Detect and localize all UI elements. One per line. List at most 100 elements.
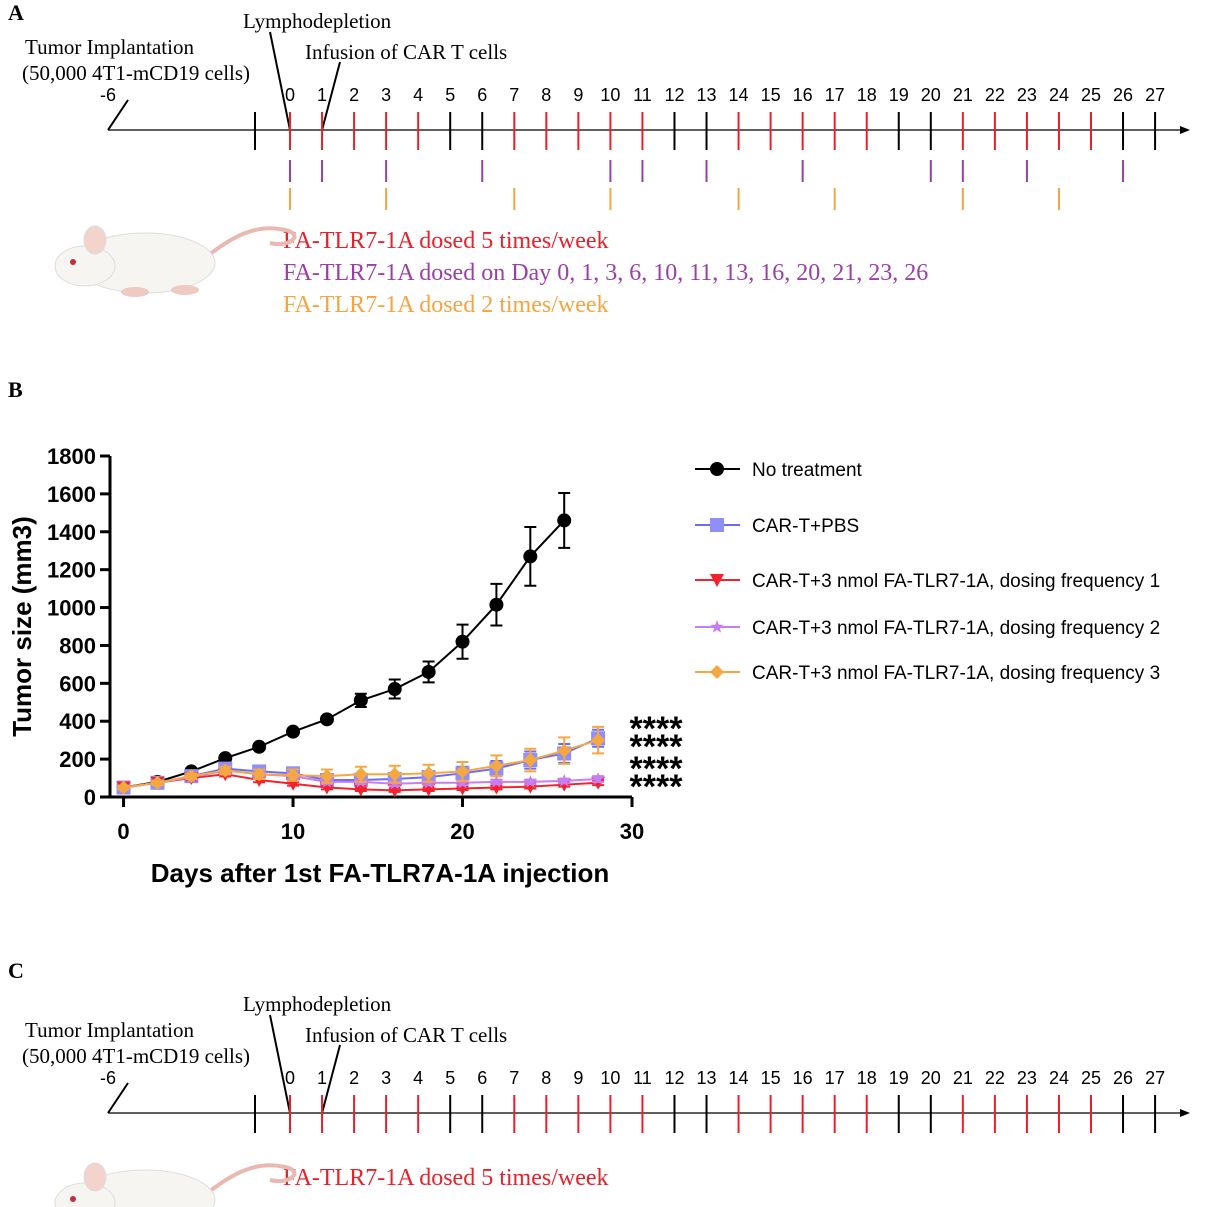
marker (489, 774, 504, 788)
marker (184, 769, 199, 784)
legend-label: FA-TLR7-1A dosed 5 times/week (283, 1165, 609, 1191)
legend-label: FA-TLR7-1A dosed 2 times/week (283, 292, 609, 318)
day-label: 1 (317, 1068, 327, 1088)
day-label: 9 (573, 85, 583, 105)
day-label: 5 (445, 85, 455, 105)
day-label: 27 (1145, 85, 1165, 105)
day-label: 25 (1081, 85, 1101, 105)
legend-label: CAR-T+PBS (752, 516, 859, 537)
marker (591, 733, 606, 748)
pointer (321, 61, 341, 131)
day-label: 8 (541, 1068, 551, 1088)
pointer (269, 31, 291, 131)
annotation: (50,000 4T1-mCD19 cells) (22, 1044, 250, 1068)
annotation: Tumor Implantation (25, 35, 194, 59)
day-label: 18 (857, 1068, 877, 1088)
day-label: 5 (445, 1068, 455, 1088)
marker (455, 775, 470, 789)
significance: **** (630, 768, 684, 806)
y-tick-label: 200 (59, 747, 96, 772)
day-label: 23 (1017, 85, 1037, 105)
annotation: Infusion of CAR T cells (305, 40, 507, 64)
marker (252, 767, 267, 782)
day-label: 7 (509, 85, 519, 105)
y-tick-label: 0 (84, 785, 96, 810)
day-label: 17 (825, 85, 845, 105)
day-label: 3 (381, 1068, 391, 1088)
annotation: Lymphodepletion (243, 9, 392, 33)
day-label: 14 (729, 1068, 749, 1088)
day-label: 20 (921, 85, 941, 105)
y-tick-label: 800 (59, 633, 96, 658)
marker (252, 739, 267, 754)
day-label: 19 (889, 1068, 909, 1088)
marker (387, 767, 402, 782)
day-label: 24 (1049, 1068, 1069, 1088)
day-label: 11 (633, 85, 652, 105)
significance: **** (630, 710, 684, 748)
marker (489, 597, 504, 612)
annotation: (50,000 4T1-mCD19 cells) (22, 61, 250, 85)
legend-label: CAR-T+3 nmol FA-TLR7-1A, dosing frequenc… (752, 663, 1160, 684)
marker (218, 763, 233, 778)
series-line (123, 519, 565, 789)
y-tick-label: 1600 (47, 482, 96, 507)
day-label: 21 (953, 1068, 973, 1088)
day-label: 9 (573, 1068, 583, 1088)
marker (710, 574, 724, 587)
panel-label: A (8, 0, 24, 25)
day-label: 19 (889, 85, 909, 105)
day-label: 17 (825, 1068, 845, 1088)
y-axis-title: Tumor size (mm3) (7, 516, 37, 737)
marker (710, 620, 724, 633)
legend-label: FA-TLR7-1A dosed on Day 0, 1, 3, 6, 10, … (283, 260, 928, 286)
day-label: 27 (1145, 1068, 1165, 1088)
day-label: 8 (541, 85, 551, 105)
pointer (269, 1014, 291, 1114)
pointer (107, 1082, 129, 1114)
day-label: 21 (953, 85, 973, 105)
day-label: 4 (413, 85, 423, 105)
day-label: 26 (1113, 1068, 1133, 1088)
day-label: 26 (1113, 85, 1133, 105)
marker (387, 682, 402, 697)
pointer (321, 1044, 341, 1114)
marker (591, 772, 605, 785)
day-label: 0 (285, 85, 295, 105)
annotation: Infusion of CAR T cells (305, 1023, 507, 1047)
marker (150, 775, 165, 790)
marker (286, 724, 301, 739)
marker (523, 549, 538, 564)
legend-label: No treatment (752, 460, 863, 481)
day-label: 15 (761, 85, 781, 105)
day-label: 0 (285, 1068, 295, 1088)
marker (523, 753, 538, 768)
marker (455, 764, 470, 779)
day-label: 10 (600, 85, 620, 105)
day-label: 14 (729, 85, 749, 105)
panel-label: C (8, 958, 24, 983)
day-label: 2 (349, 85, 359, 105)
day-label: 15 (761, 1068, 781, 1088)
day-label: 12 (664, 85, 684, 105)
marker (710, 462, 724, 476)
axis-arrow (1180, 126, 1190, 134)
marker (353, 693, 368, 708)
x-axis-title: Days after 1st FA-TLR7A-1A injection (151, 858, 609, 888)
y-tick-label: 600 (59, 671, 96, 696)
marker (710, 665, 724, 679)
day-label: 16 (793, 85, 813, 105)
marker (557, 743, 572, 758)
marker (557, 513, 572, 528)
marker (353, 767, 368, 782)
day-label: 4 (413, 1068, 423, 1088)
day-label: 13 (697, 1068, 717, 1088)
day-label: -6 (100, 85, 116, 105)
day-label: 25 (1081, 1068, 1101, 1088)
axis-arrow (1180, 1109, 1190, 1117)
significance: **** (630, 750, 684, 788)
marker (421, 766, 436, 781)
y-tick-label: 1000 (47, 596, 96, 621)
y-tick-label: 1800 (47, 444, 96, 469)
